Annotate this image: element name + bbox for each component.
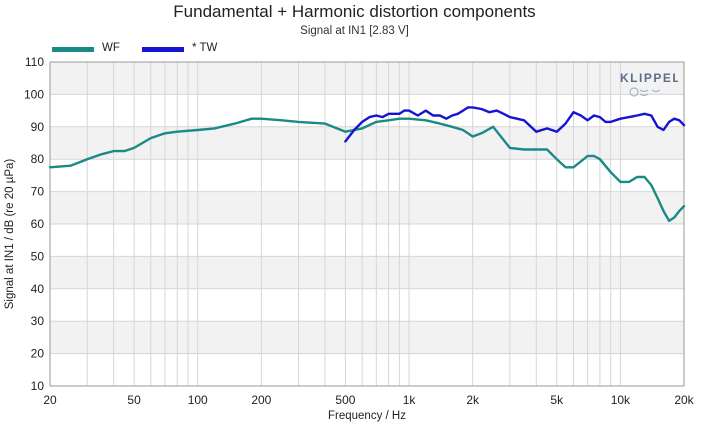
- y-tick-label: 80: [31, 152, 45, 166]
- x-axis-label: Frequency / Hz: [328, 410, 406, 422]
- chart-subtitle: Signal at IN1 [2.83 V]: [300, 25, 409, 37]
- y-tick-label: 10: [31, 379, 45, 393]
- x-tick-label: 200: [251, 393, 271, 407]
- x-tick-label: 20k: [674, 393, 694, 407]
- y-tick-label: 20: [31, 347, 45, 361]
- plot-band: [50, 191, 684, 224]
- y-tick-label: 90: [31, 120, 45, 134]
- klippel-logo-text: KLIPPEL: [620, 71, 678, 85]
- legend-swatch-tw: [142, 47, 184, 52]
- y-tick-label: 50: [31, 249, 45, 263]
- x-tick-label: 100: [188, 393, 208, 407]
- plot-border: [49, 61, 685, 387]
- x-tick-label: 5k: [550, 393, 564, 407]
- plot-band: [50, 256, 684, 289]
- chart-title: Fundamental + Harmonic distortion compon…: [173, 2, 536, 21]
- x-tick-label: 50: [127, 393, 141, 407]
- plot-band: [50, 62, 684, 95]
- y-tick-label: 30: [31, 314, 45, 328]
- legend-label-tw: * TW: [192, 42, 218, 54]
- y-tick-label: 60: [31, 217, 45, 231]
- plot-band: [50, 126, 684, 160]
- y-tick-label: 40: [31, 282, 45, 296]
- logo-circle-icon: [629, 87, 639, 97]
- x-tick-label: 500: [335, 393, 355, 407]
- x-tick-label: 1k: [403, 393, 417, 407]
- logo-wave-icon: [639, 89, 661, 96]
- y-axis-label: Signal at IN1 / dB (re 20 µPa): [4, 158, 16, 310]
- y-tick-label: 100: [24, 87, 44, 101]
- legend-swatch-wf: [52, 47, 94, 52]
- klippel-logo: KLIPPEL: [620, 71, 678, 97]
- series-line-tw: [344, 106, 686, 143]
- series-line-wf: [48, 117, 686, 222]
- x-tick-label: 20: [43, 393, 57, 407]
- plot-band: [50, 321, 684, 354]
- x-tick-label: 10k: [611, 393, 631, 407]
- y-tick-label: 110: [25, 55, 44, 69]
- y-tick-label: 70: [31, 185, 45, 199]
- x-tick-label: 2k: [466, 393, 480, 407]
- legend-label-wf: WF: [102, 42, 120, 54]
